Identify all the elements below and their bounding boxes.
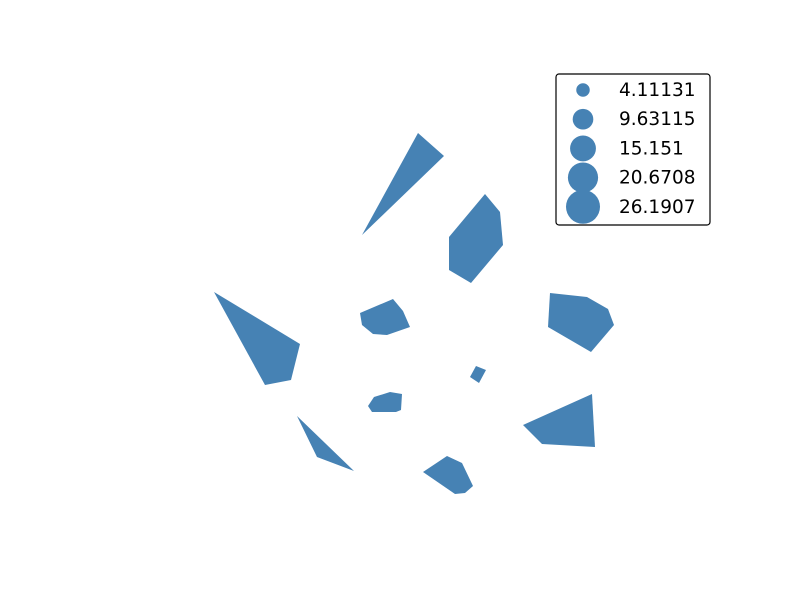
legend: 4.11131 9.63115 15.151 20.6708 26.1907 bbox=[555, 73, 711, 226]
polygon-5 bbox=[360, 299, 410, 335]
legend-marker-1 bbox=[576, 83, 590, 97]
legend-marker-4 bbox=[567, 162, 599, 193]
legend-label-2: 9.63115 bbox=[619, 109, 696, 130]
legend-label-4: 20.6708 bbox=[619, 168, 696, 189]
polygon-shapes bbox=[214, 133, 614, 494]
polygon-7 bbox=[368, 392, 402, 412]
legend-marker-3 bbox=[570, 135, 596, 162]
legend-marker-2 bbox=[572, 108, 594, 130]
polygon-4 bbox=[548, 293, 614, 352]
polygon-1 bbox=[362, 133, 444, 235]
polygon-8 bbox=[523, 394, 595, 447]
polygon-6 bbox=[470, 366, 486, 383]
legend-label-3: 15.151 bbox=[619, 138, 684, 159]
polygon-10 bbox=[423, 456, 473, 494]
legend-marker-5 bbox=[566, 189, 600, 224]
legend-label-5: 26.1907 bbox=[619, 197, 696, 218]
polygon-9 bbox=[297, 416, 354, 471]
polygon-3 bbox=[214, 292, 300, 385]
polygon-2 bbox=[449, 194, 503, 283]
legend-label-1: 4.11131 bbox=[619, 80, 696, 101]
